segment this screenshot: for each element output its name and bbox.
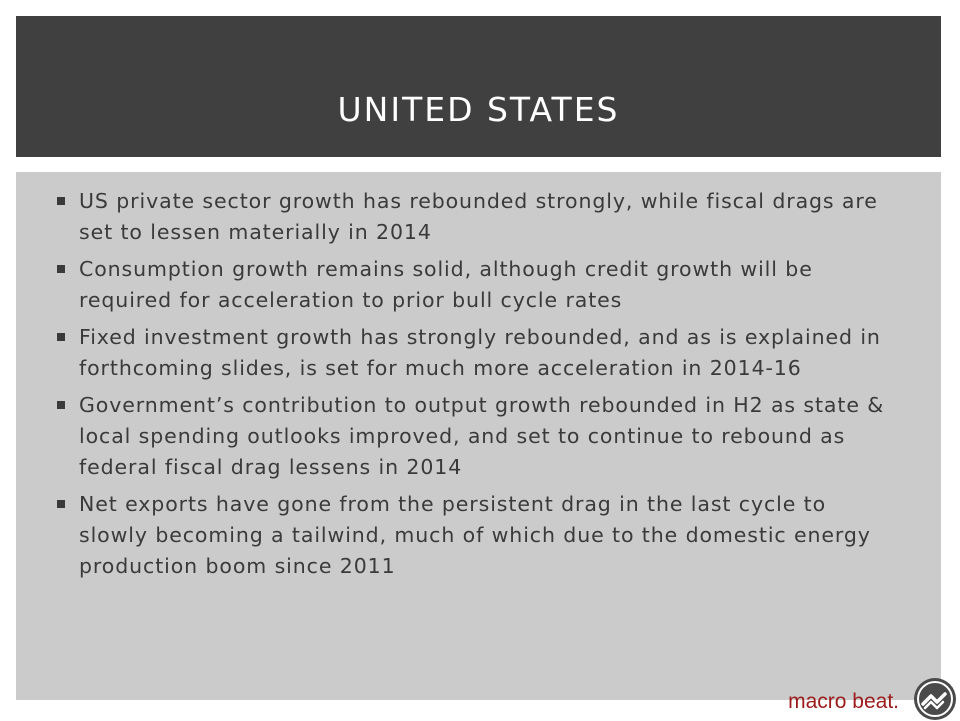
- bullet-text: Government’s contribution to output grow…: [79, 393, 885, 479]
- bullet-text: Fixed investment growth has strongly reb…: [79, 325, 881, 380]
- bullet-square-icon: [57, 265, 65, 273]
- bullet-text: Consumption growth remains solid, althou…: [79, 257, 813, 312]
- bullet-list: US private sector growth has rebounded s…: [16, 186, 896, 588]
- content-panel: US private sector growth has rebounded s…: [16, 172, 941, 700]
- bullet-item: Net exports have gone from the persisten…: [16, 489, 896, 582]
- bullet-item: US private sector growth has rebounded s…: [16, 186, 896, 248]
- title-bar: UNITED STATES: [16, 16, 941, 157]
- bullet-square-icon: [57, 500, 65, 508]
- bullet-text: Net exports have gone from the persisten…: [79, 492, 871, 578]
- bullet-item: Government’s contribution to output grow…: [16, 390, 896, 483]
- bullet-square-icon: [57, 401, 65, 409]
- bullet-item: Fixed investment growth has strongly reb…: [16, 322, 896, 384]
- bullet-square-icon: [57, 333, 65, 341]
- macro-beat-logo-icon: [914, 678, 956, 720]
- bullet-square-icon: [57, 197, 65, 205]
- slide-title: UNITED STATES: [337, 90, 620, 129]
- brand-text: macro beat.: [788, 690, 899, 713]
- bullet-text: US private sector growth has rebounded s…: [79, 189, 878, 244]
- bullet-item: Consumption growth remains solid, althou…: [16, 254, 896, 316]
